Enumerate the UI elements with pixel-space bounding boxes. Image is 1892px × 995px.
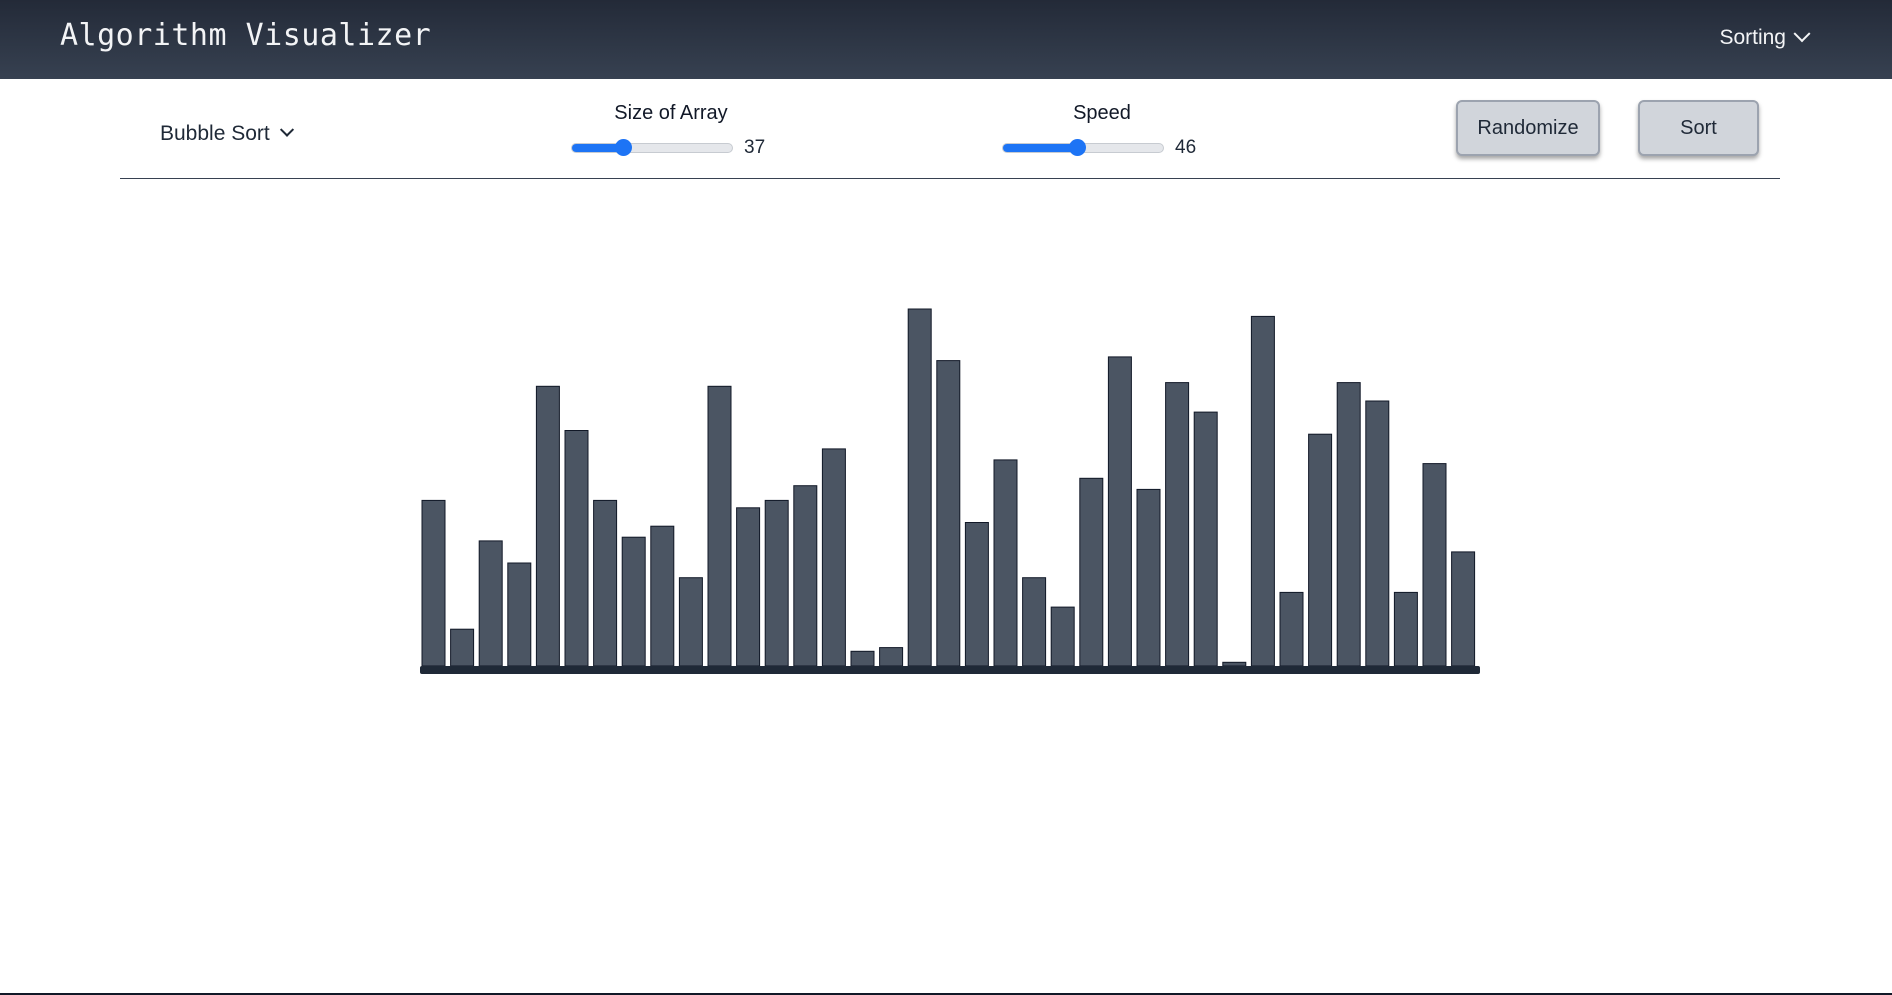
chart-bar: [964, 522, 989, 667]
chart-bar: [650, 525, 675, 667]
chart-baseline: [420, 666, 1480, 674]
chart-bar: [593, 499, 618, 667]
array-size-slider[interactable]: [571, 139, 733, 156]
chart-bar: [1050, 606, 1075, 667]
chart-bar: [1136, 488, 1161, 667]
chart-bar: [936, 360, 961, 667]
array-size-slider-fill: [572, 144, 624, 152]
chart-bar: [1393, 591, 1418, 667]
chart-bar: [993, 459, 1018, 667]
array-size-control: Size of Array 37: [571, 102, 771, 159]
speed-control: Speed 46: [1002, 102, 1202, 159]
chart-bar: [1422, 463, 1447, 667]
chart-bar: [907, 308, 932, 667]
chart-bar: [1336, 382, 1361, 667]
algorithm-dropdown-label: Bubble Sort: [160, 122, 270, 145]
chart-bar: [621, 536, 646, 667]
speed-label: Speed: [1073, 102, 1131, 124]
speed-slider-thumb[interactable]: [1068, 139, 1086, 156]
speed-value: 46: [1175, 137, 1197, 158]
chart-bar: [678, 577, 703, 667]
chart-bar: [535, 385, 560, 667]
chevron-down-icon: [279, 122, 294, 137]
array-size-value: 37: [744, 137, 766, 158]
bar-chart: [420, 290, 1480, 676]
speed-slider-fill: [1003, 144, 1077, 152]
bar-chart-svg: [420, 308, 1480, 674]
page-bottom-border: [0, 993, 1892, 995]
chart-bar: [1079, 477, 1104, 667]
chart-bar: [707, 385, 732, 667]
chart-bar: [1165, 382, 1190, 667]
array-size-label: Size of Array: [614, 102, 728, 124]
chart-bar: [736, 507, 761, 667]
chart-bar: [793, 485, 818, 667]
chart-bar: [1193, 411, 1218, 667]
chart-bar: [564, 430, 589, 667]
sort-button[interactable]: Sort: [1638, 100, 1759, 156]
chart-bar: [1365, 400, 1390, 667]
randomize-button[interactable]: Randomize: [1456, 100, 1600, 156]
chart-bar: [1308, 433, 1333, 667]
chart-bar: [421, 499, 446, 667]
chart-bar: [1107, 356, 1132, 667]
chevron-down-icon: [1793, 25, 1811, 43]
sorting-menu[interactable]: Sorting: [1719, 25, 1811, 50]
chart-bar: [1222, 661, 1247, 667]
chart-bar: [450, 628, 475, 667]
sorting-menu-label: Sorting: [1719, 26, 1786, 49]
chart-bar: [1250, 315, 1275, 667]
speed-slider[interactable]: [1002, 139, 1164, 156]
app-title[interactable]: Algorithm Visualizer: [60, 18, 432, 53]
chart-bar: [879, 647, 904, 667]
algorithm-dropdown[interactable]: Bubble Sort: [160, 122, 294, 146]
chart-bar: [1022, 577, 1047, 667]
chart-bar: [821, 448, 846, 667]
chart-bar: [507, 562, 532, 667]
array-size-slider-thumb[interactable]: [615, 139, 633, 156]
controls-bar: Bubble Sort Size of Array 37 Speed 46 Ra…: [120, 79, 1780, 179]
chart-bar: [1451, 551, 1476, 667]
navbar: Algorithm Visualizer Sorting: [0, 0, 1892, 79]
chart-bar: [764, 499, 789, 667]
chart-bar: [850, 650, 875, 667]
chart-bar: [478, 540, 503, 667]
chart-bar: [1279, 591, 1304, 667]
